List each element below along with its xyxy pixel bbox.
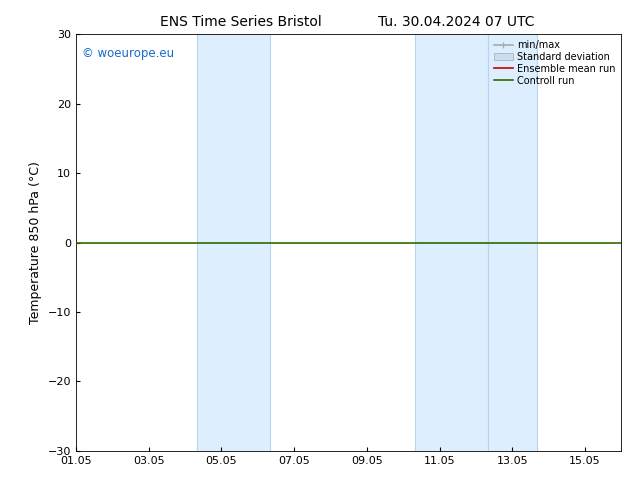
Bar: [488, 34, 536, 451]
Y-axis label: Temperature 850 hPa (°C): Temperature 850 hPa (°C): [29, 161, 42, 324]
Legend: min/max, Standard deviation, Ensemble mean run, Controll run: min/max, Standard deviation, Ensemble me…: [491, 37, 618, 89]
Text: Tu. 30.04.2024 07 UTC: Tu. 30.04.2024 07 UTC: [378, 15, 534, 29]
Bar: [415, 34, 488, 451]
Bar: [197, 34, 270, 451]
Text: ENS Time Series Bristol: ENS Time Series Bristol: [160, 15, 322, 29]
Text: © woeurope.eu: © woeurope.eu: [82, 47, 174, 60]
